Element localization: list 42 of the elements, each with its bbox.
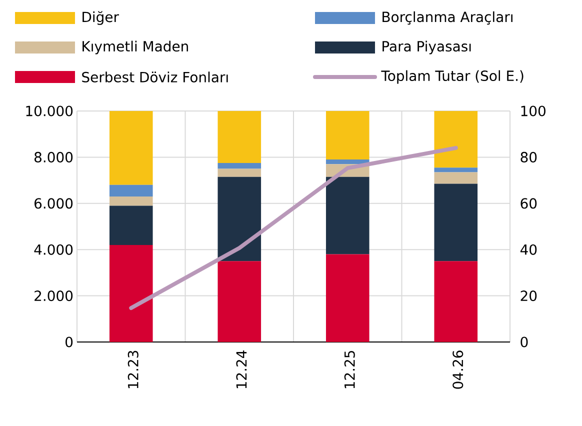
bar — [218, 162, 262, 169]
y2-tick-label: 20 — [520, 290, 537, 302]
bar — [218, 261, 262, 342]
y-tick-label: 0 — [66, 336, 73, 348]
bar — [434, 168, 478, 172]
bar — [109, 111, 153, 185]
bar — [326, 111, 370, 160]
y-tick-label: 10.000 — [26, 106, 73, 116]
legend-label: Kıymetli Maden — [82, 40, 188, 54]
y-tick-label: 4.000 — [34, 244, 73, 255]
y-tick-label: 2.000 — [34, 290, 73, 302]
x-tick-label: 12.24 — [236, 350, 247, 388]
bar — [109, 184, 153, 196]
bar — [109, 244, 153, 342]
y2-tick-label: 60 — [520, 198, 537, 209]
legend-label: Borçlanma Araçları — [382, 11, 512, 25]
x-tick-label: 12.25 — [344, 350, 355, 388]
bar — [434, 184, 478, 262]
bar — [434, 172, 478, 184]
bar — [326, 254, 370, 342]
x-tick-label: 04.26 — [452, 350, 464, 389]
line-series — [129, 146, 458, 310]
bar — [326, 176, 370, 254]
bar — [434, 261, 478, 342]
legend-label: Diğer — [82, 11, 119, 25]
bar — [218, 176, 262, 262]
y2-tick-label: 80 — [520, 152, 537, 162]
y-tick-label: 8.000 — [34, 152, 73, 162]
bar — [434, 111, 478, 168]
legend-label: Para Piyasası — [382, 40, 471, 54]
legend-label: Toplam Tutar (Sol E.) — [381, 70, 524, 84]
y2-tick-label: 40 — [520, 244, 537, 255]
y2-tick-label: 100 — [521, 106, 546, 116]
bar — [109, 196, 153, 206]
bar — [109, 206, 153, 245]
bar — [218, 111, 262, 163]
bar — [326, 160, 370, 164]
legend-label: Serbest Döviz Fonları — [82, 72, 228, 82]
bar — [218, 168, 262, 177]
y-tick-label: 6.000 — [34, 198, 73, 209]
x-tick-label: 12.23 — [128, 350, 138, 388]
y2-tick-label: 0 — [520, 336, 528, 348]
